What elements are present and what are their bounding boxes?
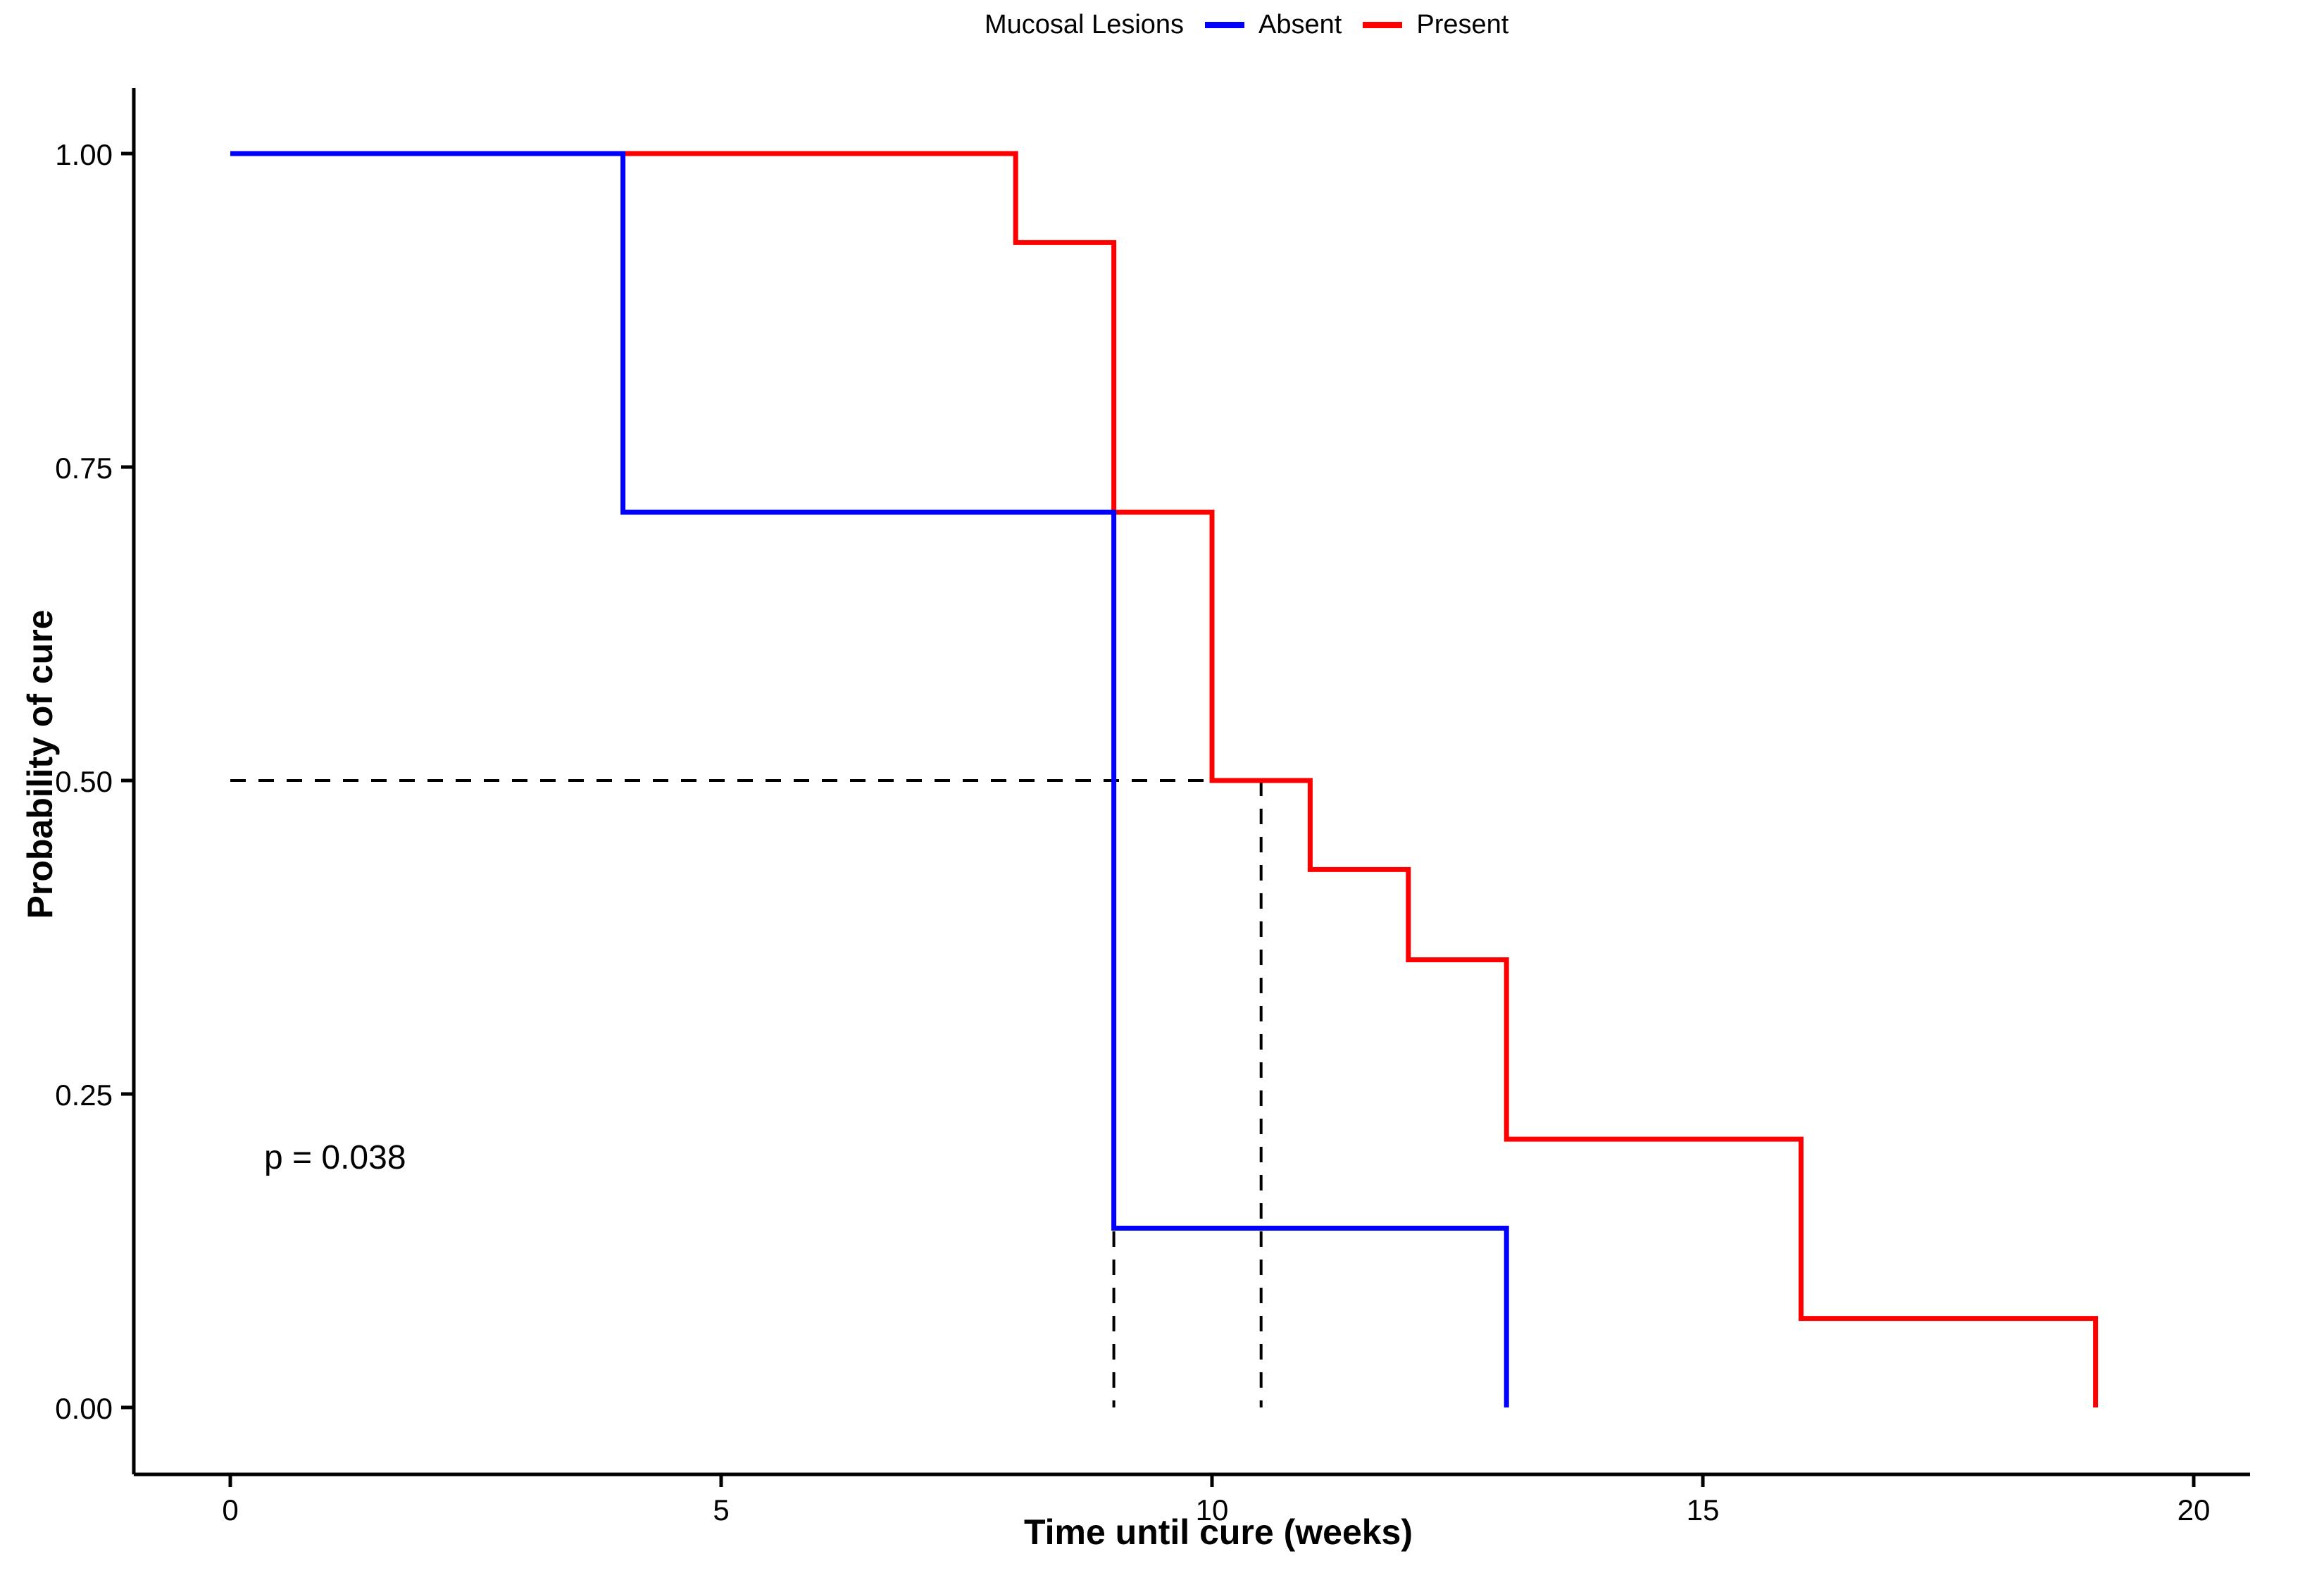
- legend-label-present: Present: [1416, 10, 1509, 39]
- y-tick-label: 0.00: [55, 1392, 113, 1425]
- p-value-annotation: p = 0.038: [264, 1139, 406, 1176]
- survival-curves: [230, 151, 2099, 1407]
- legend-title: Mucosal Lesions: [985, 10, 1185, 39]
- y-tick-label: 1.00: [55, 138, 113, 171]
- y-tick-label: 0.25: [55, 1078, 113, 1112]
- legend-label-absent: Absent: [1258, 10, 1342, 39]
- x-axis-title: Time until cure (weeks): [1023, 1512, 1413, 1552]
- x-tick-label: 20: [2178, 1493, 2211, 1527]
- absent-line-key-icon: [1205, 22, 1245, 28]
- x-tick-label: 5: [713, 1493, 729, 1527]
- km-curve-present: [230, 151, 2099, 1407]
- x-tick-label: 10: [1196, 1493, 1229, 1527]
- y-tick-label: 0.50: [55, 765, 113, 798]
- legend-item-present: Present: [1363, 10, 1508, 40]
- km-curve-absent: [230, 151, 1509, 1407]
- x-tick-label: 0: [222, 1493, 238, 1527]
- legend: Mucosal Lesions Absent Present: [985, 10, 1508, 40]
- axis-ticks: 0 5 10 15 20 0.00 0.25 0.50 0.75 1.00: [55, 138, 2210, 1527]
- x-tick-label: 15: [1687, 1493, 1720, 1527]
- legend-item-absent: Absent: [1205, 10, 1342, 40]
- y-axis-title: Probability of cure: [20, 609, 60, 919]
- y-tick-label: 0.75: [55, 452, 113, 485]
- present-line-key-icon: [1363, 22, 1403, 28]
- median-guides: [230, 779, 1263, 1407]
